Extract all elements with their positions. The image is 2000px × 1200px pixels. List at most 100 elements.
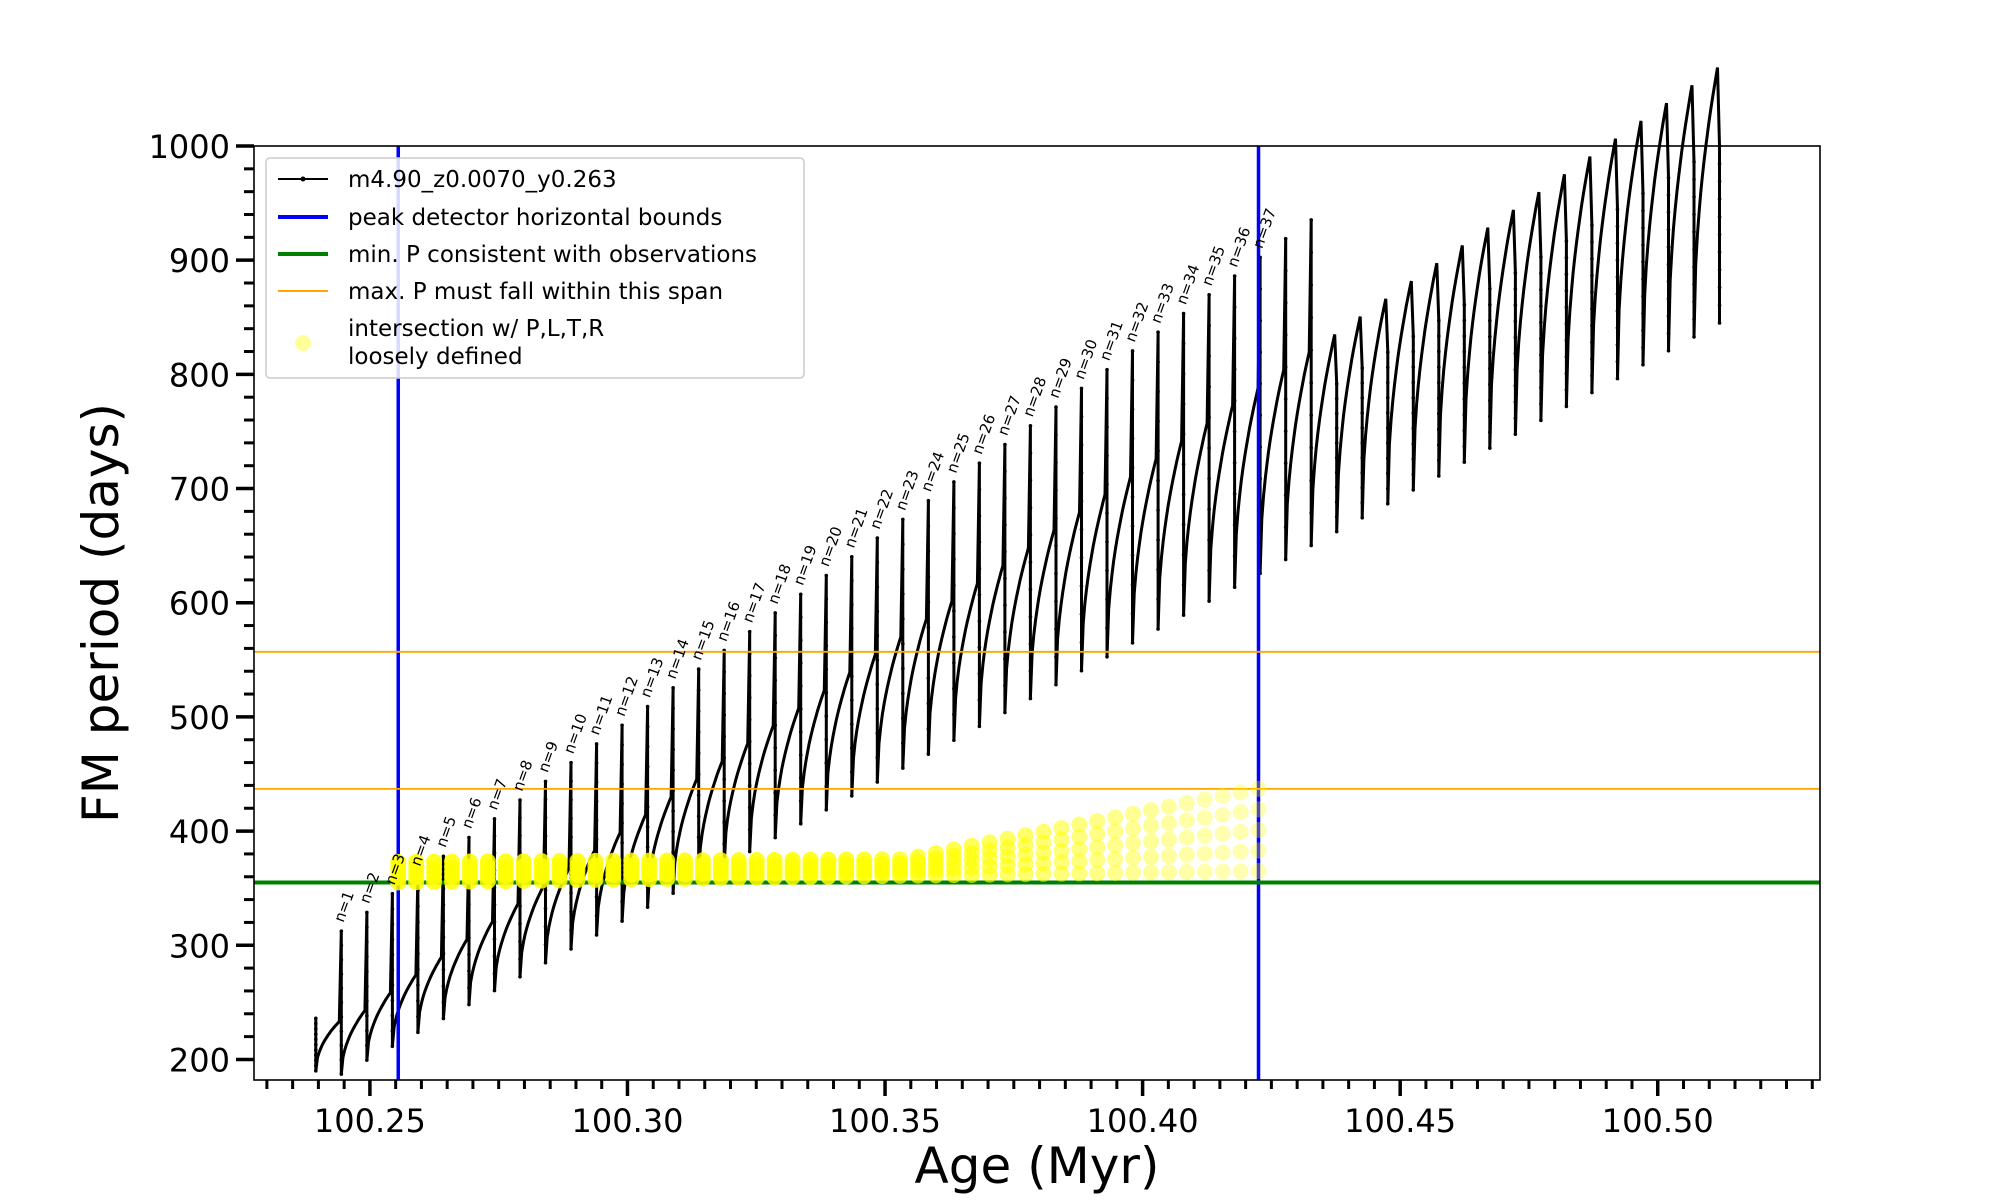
lightcurve-point (416, 983, 420, 987)
lightcurve-point (977, 698, 982, 702)
lightcurve-point (339, 1029, 344, 1033)
lightcurve-point (1130, 436, 1135, 441)
lightcurve-point (722, 820, 726, 825)
lightcurve-point (543, 924, 548, 929)
lightcurve-point (671, 686, 675, 690)
lightcurve-point (339, 1000, 344, 1005)
lightcurve-point (901, 617, 905, 621)
intersection-point (909, 848, 926, 865)
intersection-point (1071, 853, 1088, 870)
lightcurve-point (543, 961, 548, 965)
intersection-point (533, 853, 550, 870)
lightcurve-point (645, 784, 650, 789)
lightcurve-point (1283, 461, 1288, 466)
lightcurve-point (1334, 485, 1339, 490)
intersection-point (892, 851, 909, 868)
lightcurve-point (1207, 415, 1211, 420)
intersection-point (1160, 798, 1177, 815)
lightcurve-point (1462, 334, 1467, 338)
lightcurve-point (1232, 398, 1237, 403)
lightcurve-point (1028, 614, 1033, 619)
lightcurve-point (1615, 224, 1620, 229)
lightcurve-point (824, 737, 829, 742)
lightcurve-point (620, 801, 624, 806)
lightcurve-point (671, 747, 675, 752)
lightcurve-point (1385, 395, 1390, 400)
lightcurve-point (1360, 396, 1365, 400)
lightcurve-point (339, 957, 344, 962)
intersection-point (641, 852, 658, 869)
lightcurve-point (441, 984, 446, 988)
intersection-point (1089, 812, 1106, 829)
lightcurve-point (1539, 418, 1543, 423)
intersection-point (945, 841, 962, 858)
intersection-point (1107, 864, 1124, 881)
lightcurve-point (722, 842, 726, 846)
lightcurve-point (849, 746, 854, 750)
lightcurve-point (1232, 336, 1237, 341)
lightcurve-point (569, 909, 573, 914)
legend-entry-label: peak detector horizontal bounds (348, 205, 722, 231)
lightcurve-point (569, 835, 573, 839)
lightcurve-point (798, 776, 803, 780)
lightcurve-point (1105, 597, 1109, 602)
intersection-point (1232, 823, 1249, 840)
lightcurve-point (1309, 413, 1313, 418)
lightcurve-point (1283, 557, 1288, 562)
lightcurve-point (518, 904, 522, 908)
lightcurve-point (1309, 218, 1313, 222)
lightcurve-point (1334, 470, 1339, 475)
lightcurve-point (543, 942, 548, 947)
lightcurve-point (1385, 426, 1390, 430)
lightcurve-point (1079, 527, 1084, 532)
intersection-point (1053, 842, 1070, 859)
lightcurve-point (1360, 426, 1365, 430)
lightcurve-point (926, 524, 931, 528)
lightcurve-point (1615, 342, 1620, 347)
lightcurve-point (1385, 471, 1390, 476)
lightcurve-point (1590, 390, 1594, 395)
lightcurve-point (492, 954, 497, 959)
lightcurve-point (1283, 525, 1288, 530)
lightcurve-point (824, 784, 829, 789)
lightcurve-point (1181, 492, 1186, 497)
y-tick-label: 300 (169, 927, 230, 965)
lightcurve-point (314, 1058, 318, 1063)
intersection-point (1250, 801, 1267, 818)
lightcurve-point (1411, 442, 1416, 446)
lightcurve-point (773, 835, 778, 840)
lightcurve-point (696, 772, 701, 777)
lightcurve-point (1156, 627, 1160, 631)
lightcurve-point (1283, 429, 1288, 433)
lightcurve-point (1283, 268, 1288, 273)
lightcurve-point (1360, 441, 1365, 445)
lightcurve-point (1105, 626, 1109, 630)
lightcurve-point (875, 633, 880, 638)
lightcurve-point (1666, 279, 1671, 284)
lightcurve-point (696, 814, 701, 819)
lightcurve-point (1411, 334, 1416, 339)
intersection-point (1232, 804, 1249, 821)
lightcurve-point (569, 891, 573, 895)
lightcurve-point (875, 536, 880, 540)
lightcurve-point (1130, 465, 1135, 470)
lightcurve-point (1615, 376, 1620, 381)
lightcurve-point (1590, 323, 1594, 328)
lightcurve-point (849, 722, 854, 726)
lightcurve-point (1105, 655, 1109, 659)
lightcurve-point (798, 661, 803, 665)
intersection-point (802, 851, 819, 868)
lightcurve-point (1207, 538, 1211, 542)
lightcurve-point (824, 644, 829, 648)
intersection-point (1107, 851, 1124, 868)
lightcurve-point (722, 713, 726, 717)
x-tick-label: 100.40 (1087, 1102, 1199, 1140)
lightcurve-point (1156, 508, 1160, 513)
lightcurve-point (1105, 568, 1109, 573)
lightcurve-point (1641, 311, 1645, 316)
lightcurve-point (1105, 425, 1109, 429)
lightcurve-point (824, 597, 829, 601)
lightcurve-point (416, 1014, 420, 1019)
lightcurve-point (1462, 318, 1467, 323)
lightcurve-point (1385, 380, 1390, 385)
